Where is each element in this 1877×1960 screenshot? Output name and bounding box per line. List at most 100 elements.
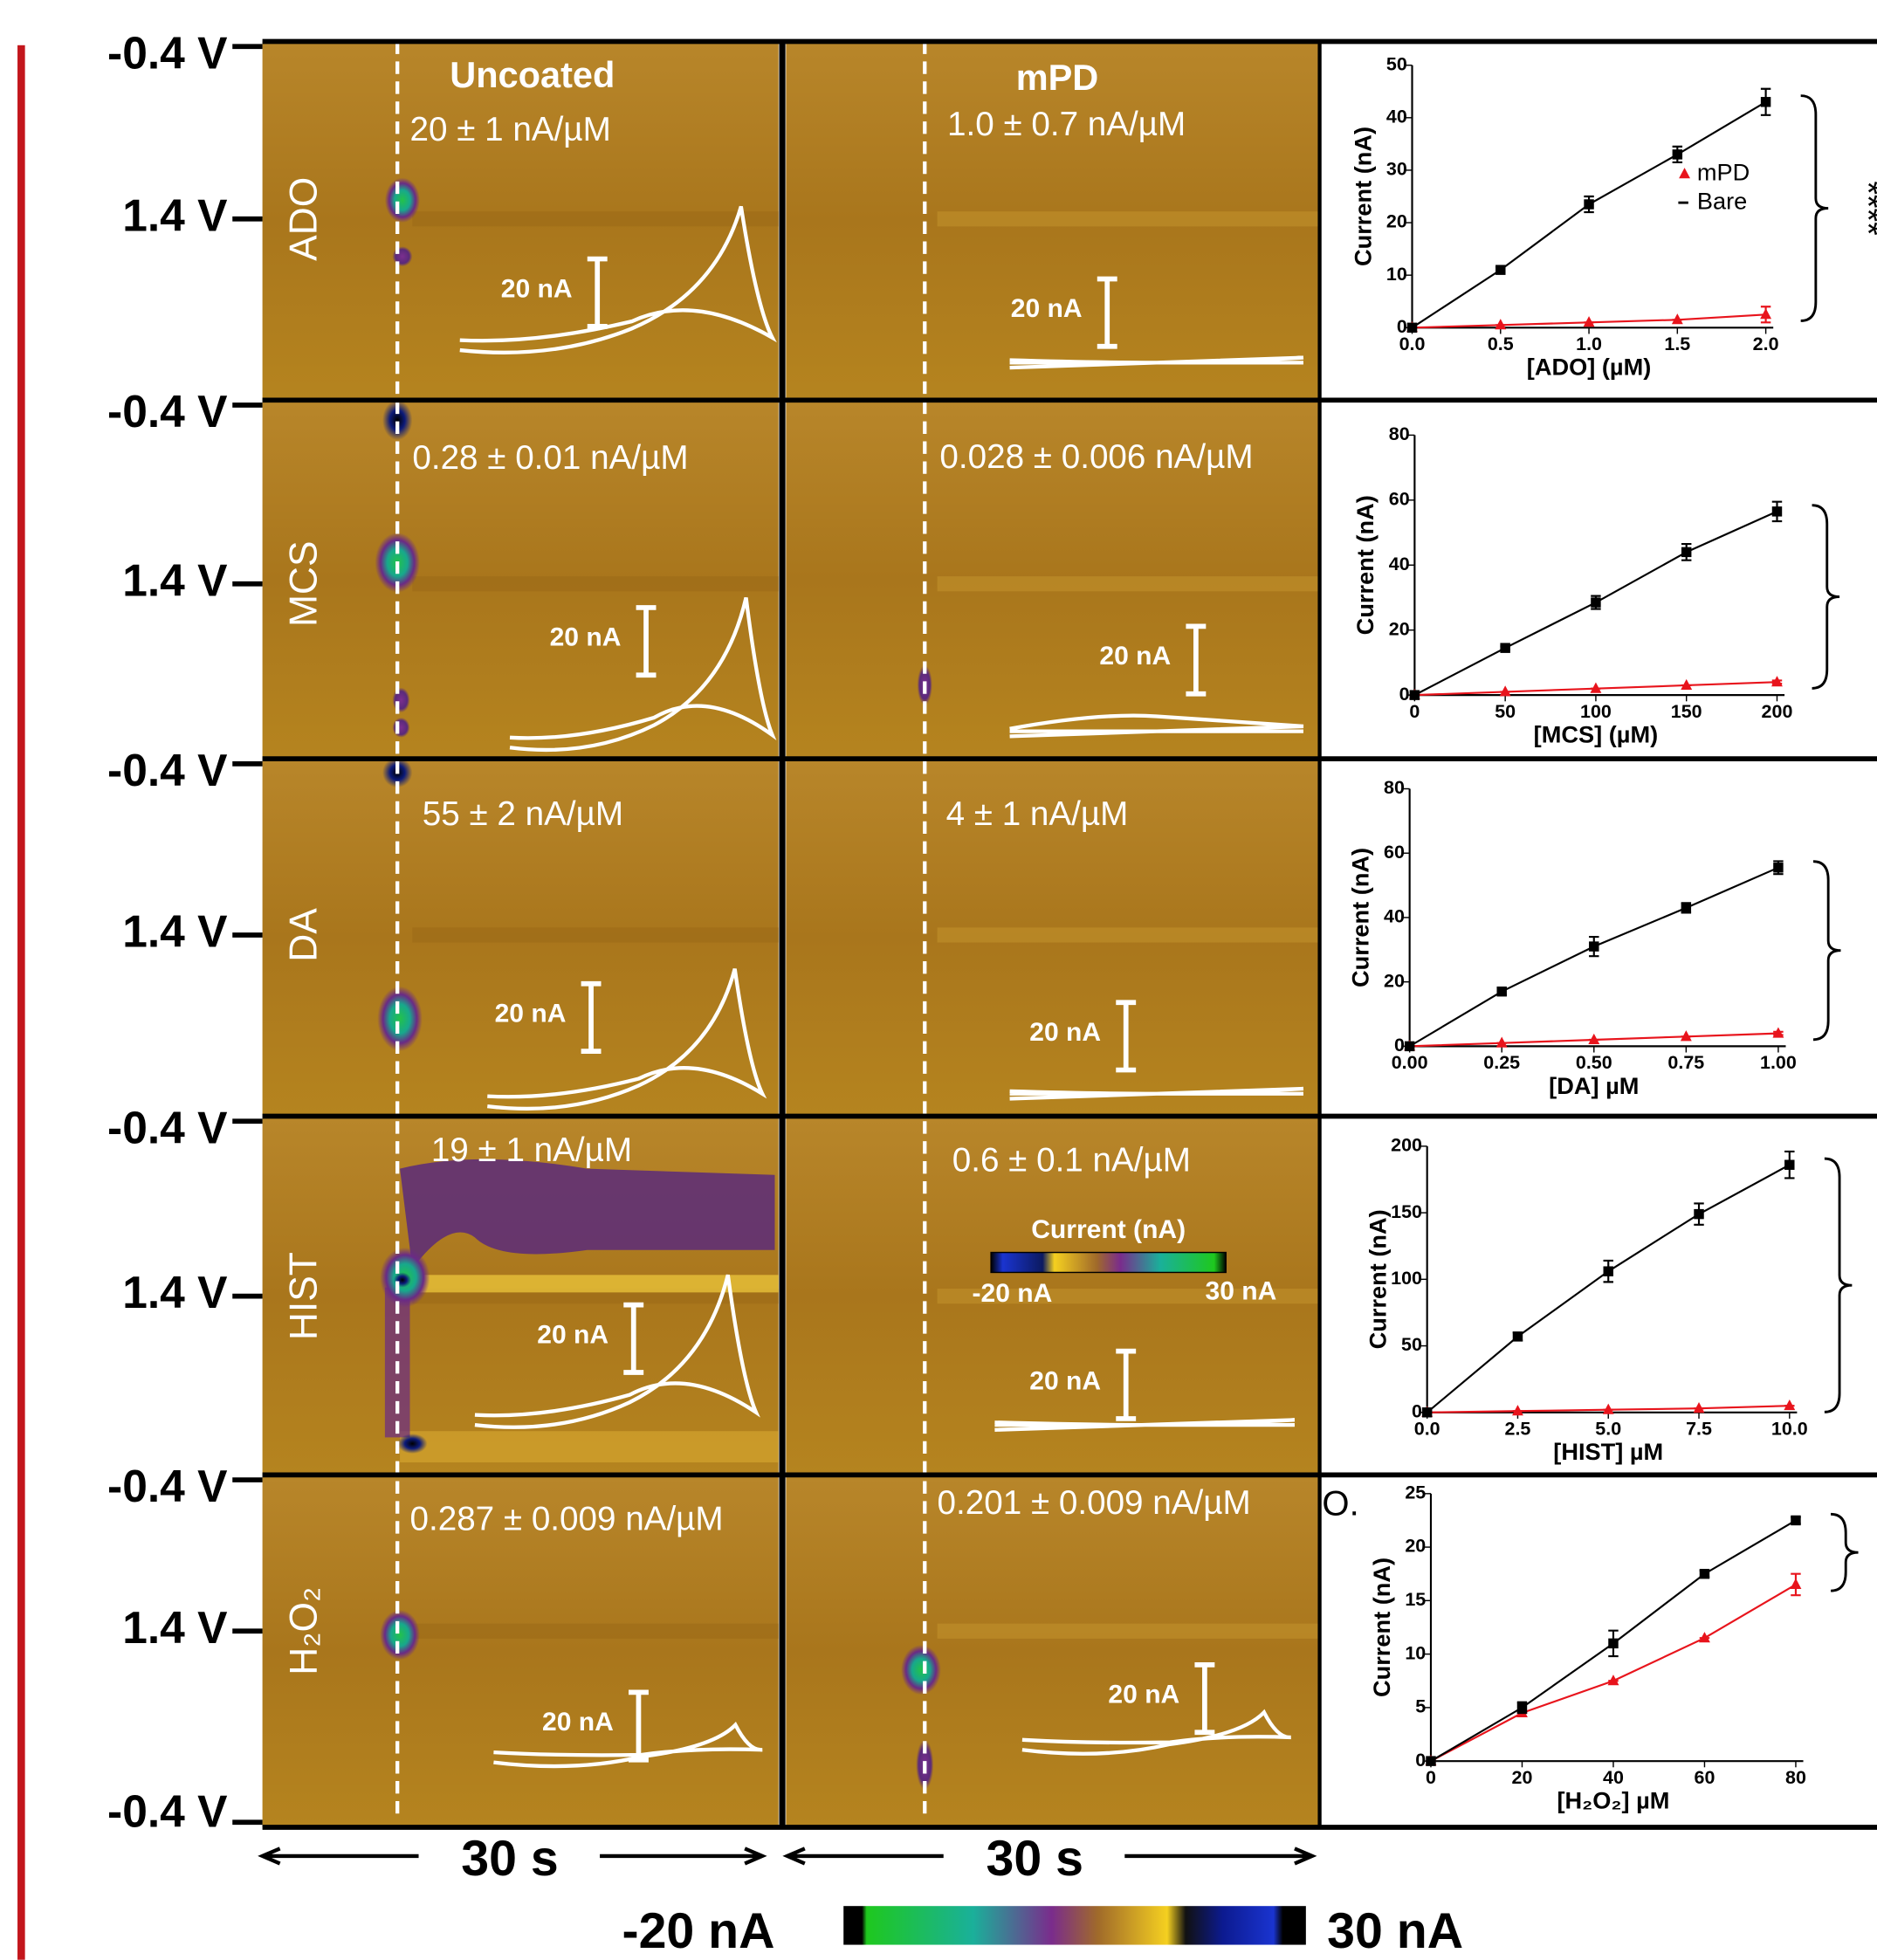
marker	[1784, 1159, 1795, 1170]
marker	[1516, 1702, 1528, 1713]
mpd-sensitivity: 1.0 ± 0.7 nA/µM	[947, 106, 1186, 143]
x-tick-label: 1.00	[1760, 1052, 1797, 1073]
marker	[1699, 1568, 1710, 1579]
x-tick-label: 20	[1512, 1767, 1533, 1788]
y-axis-label: Current (nA)	[1351, 495, 1379, 635]
y-tick-label: 40	[1386, 106, 1407, 127]
heatmap-uncoated	[262, 1475, 779, 1828]
header: Uncoated	[450, 54, 615, 95]
y-tick-label: 50	[1386, 53, 1407, 74]
cv-trace	[459, 205, 777, 354]
significance: ****	[1849, 181, 1877, 235]
uncoated-sensitivity: 19 ± 1 nA/µM	[431, 1131, 632, 1169]
band	[937, 576, 1319, 592]
marker	[1495, 319, 1507, 330]
band	[412, 927, 779, 943]
voltage-label: -0.4 V	[107, 386, 228, 437]
x-tick-label: 0	[1409, 701, 1420, 722]
scale-label: 20 nA	[1011, 294, 1083, 323]
marker	[1693, 1402, 1705, 1413]
y-tick-label: 15	[1405, 1589, 1426, 1610]
marker	[1602, 1403, 1614, 1414]
cv-trace	[493, 1721, 763, 1769]
significance: ****	[1860, 569, 1877, 623]
marker	[1426, 1756, 1436, 1766]
uncoated-sensitivity: 55 ± 2 nA/µM	[423, 795, 623, 833]
significance: ****	[1861, 924, 1877, 978]
x-tick-label: 1.5	[1664, 334, 1690, 354]
x-tick-label: 10.0	[1771, 1418, 1808, 1439]
x-tick-label: 2.5	[1505, 1418, 1531, 1439]
analyte: HIST	[282, 1252, 325, 1340]
voltage-label: -0.4 V	[107, 27, 228, 78]
blob	[377, 986, 423, 1052]
scale-bar	[1186, 623, 1207, 697]
blob	[392, 717, 410, 738]
y-tick-label: 80	[1384, 777, 1405, 798]
y-tick-label: 25	[1405, 1482, 1426, 1503]
marker	[1772, 1027, 1784, 1038]
brace	[1800, 94, 1829, 322]
blob	[397, 1434, 428, 1455]
marker	[1791, 1515, 1801, 1526]
voltage-label: -0.4 V	[107, 1785, 228, 1836]
significance: ****	[1873, 1258, 1877, 1312]
scale-label: 20 nA	[495, 1000, 567, 1028]
x-tick-label: 50	[1495, 701, 1516, 722]
y-tick-label: 10	[1405, 1642, 1426, 1663]
scale-label: 20 nA	[1099, 642, 1171, 671]
y-tick-label: 0	[1397, 316, 1407, 337]
x-tick-label: 0.5	[1488, 334, 1514, 354]
header: mPD	[1016, 57, 1099, 98]
scale-label: 20 nA	[1029, 1366, 1101, 1395]
marker	[1512, 1331, 1523, 1342]
voltage-label: 1.4 V	[122, 554, 228, 605]
band	[412, 1623, 779, 1639]
x-axis-label: [ADO] (µM)	[1527, 354, 1652, 381]
hist-cloud	[400, 1159, 775, 1269]
blob	[901, 1645, 941, 1695]
voltage-label: 1.4 V	[122, 906, 228, 957]
y-tick-label: 80	[1389, 423, 1410, 444]
marker	[1790, 1578, 1802, 1589]
voltage-label: -0.4 V	[107, 1461, 228, 1511]
cv-trace	[486, 968, 767, 1111]
x-tick-label: 0.25	[1483, 1052, 1520, 1073]
scale-bar	[1194, 1662, 1215, 1736]
cv-trace	[1021, 1709, 1291, 1756]
scale-bar	[636, 605, 657, 678]
marker	[1681, 678, 1693, 690]
blob	[384, 177, 420, 224]
y-axis-label: Current (nA)	[1364, 1209, 1391, 1349]
cv-trace	[1009, 713, 1304, 739]
scale-label: 20 nA	[1108, 1681, 1179, 1709]
y-tick-label: 20	[1384, 970, 1405, 991]
scale-label: 20 nA	[542, 1708, 614, 1736]
voltage-label: -0.4 V	[107, 745, 228, 795]
legend-label: Bare	[1697, 187, 1747, 214]
x-axis-label: [H₂O₂] µM	[1557, 1787, 1670, 1814]
band	[937, 927, 1319, 943]
y-tick-label: 40	[1384, 906, 1405, 927]
y-tick-label: 60	[1384, 842, 1405, 863]
marker	[1495, 1036, 1508, 1048]
y-axis-label: Current (nA)	[1346, 848, 1373, 987]
x-axis-label: [HIST] µM	[1553, 1438, 1663, 1465]
cv-trace	[994, 1418, 1296, 1432]
scale-bar	[623, 1302, 644, 1375]
y-tick-label: 30	[1386, 159, 1407, 180]
x-tick-label: 0.0	[1414, 1418, 1440, 1439]
marker	[1512, 1405, 1523, 1416]
scale-bar	[1097, 276, 1117, 349]
blob	[392, 246, 413, 267]
x-tick-label: 0.0	[1399, 334, 1426, 354]
x-tick-label: 100	[1580, 701, 1612, 722]
cv-trace	[1009, 1086, 1304, 1101]
mpd-sensitivity: 0.6 ± 0.1 nA/µM	[952, 1142, 1191, 1179]
marker	[1499, 685, 1511, 697]
marker	[1771, 506, 1783, 517]
inset-colorbar	[990, 1251, 1227, 1274]
x-tick-label: 2.0	[1753, 334, 1779, 354]
